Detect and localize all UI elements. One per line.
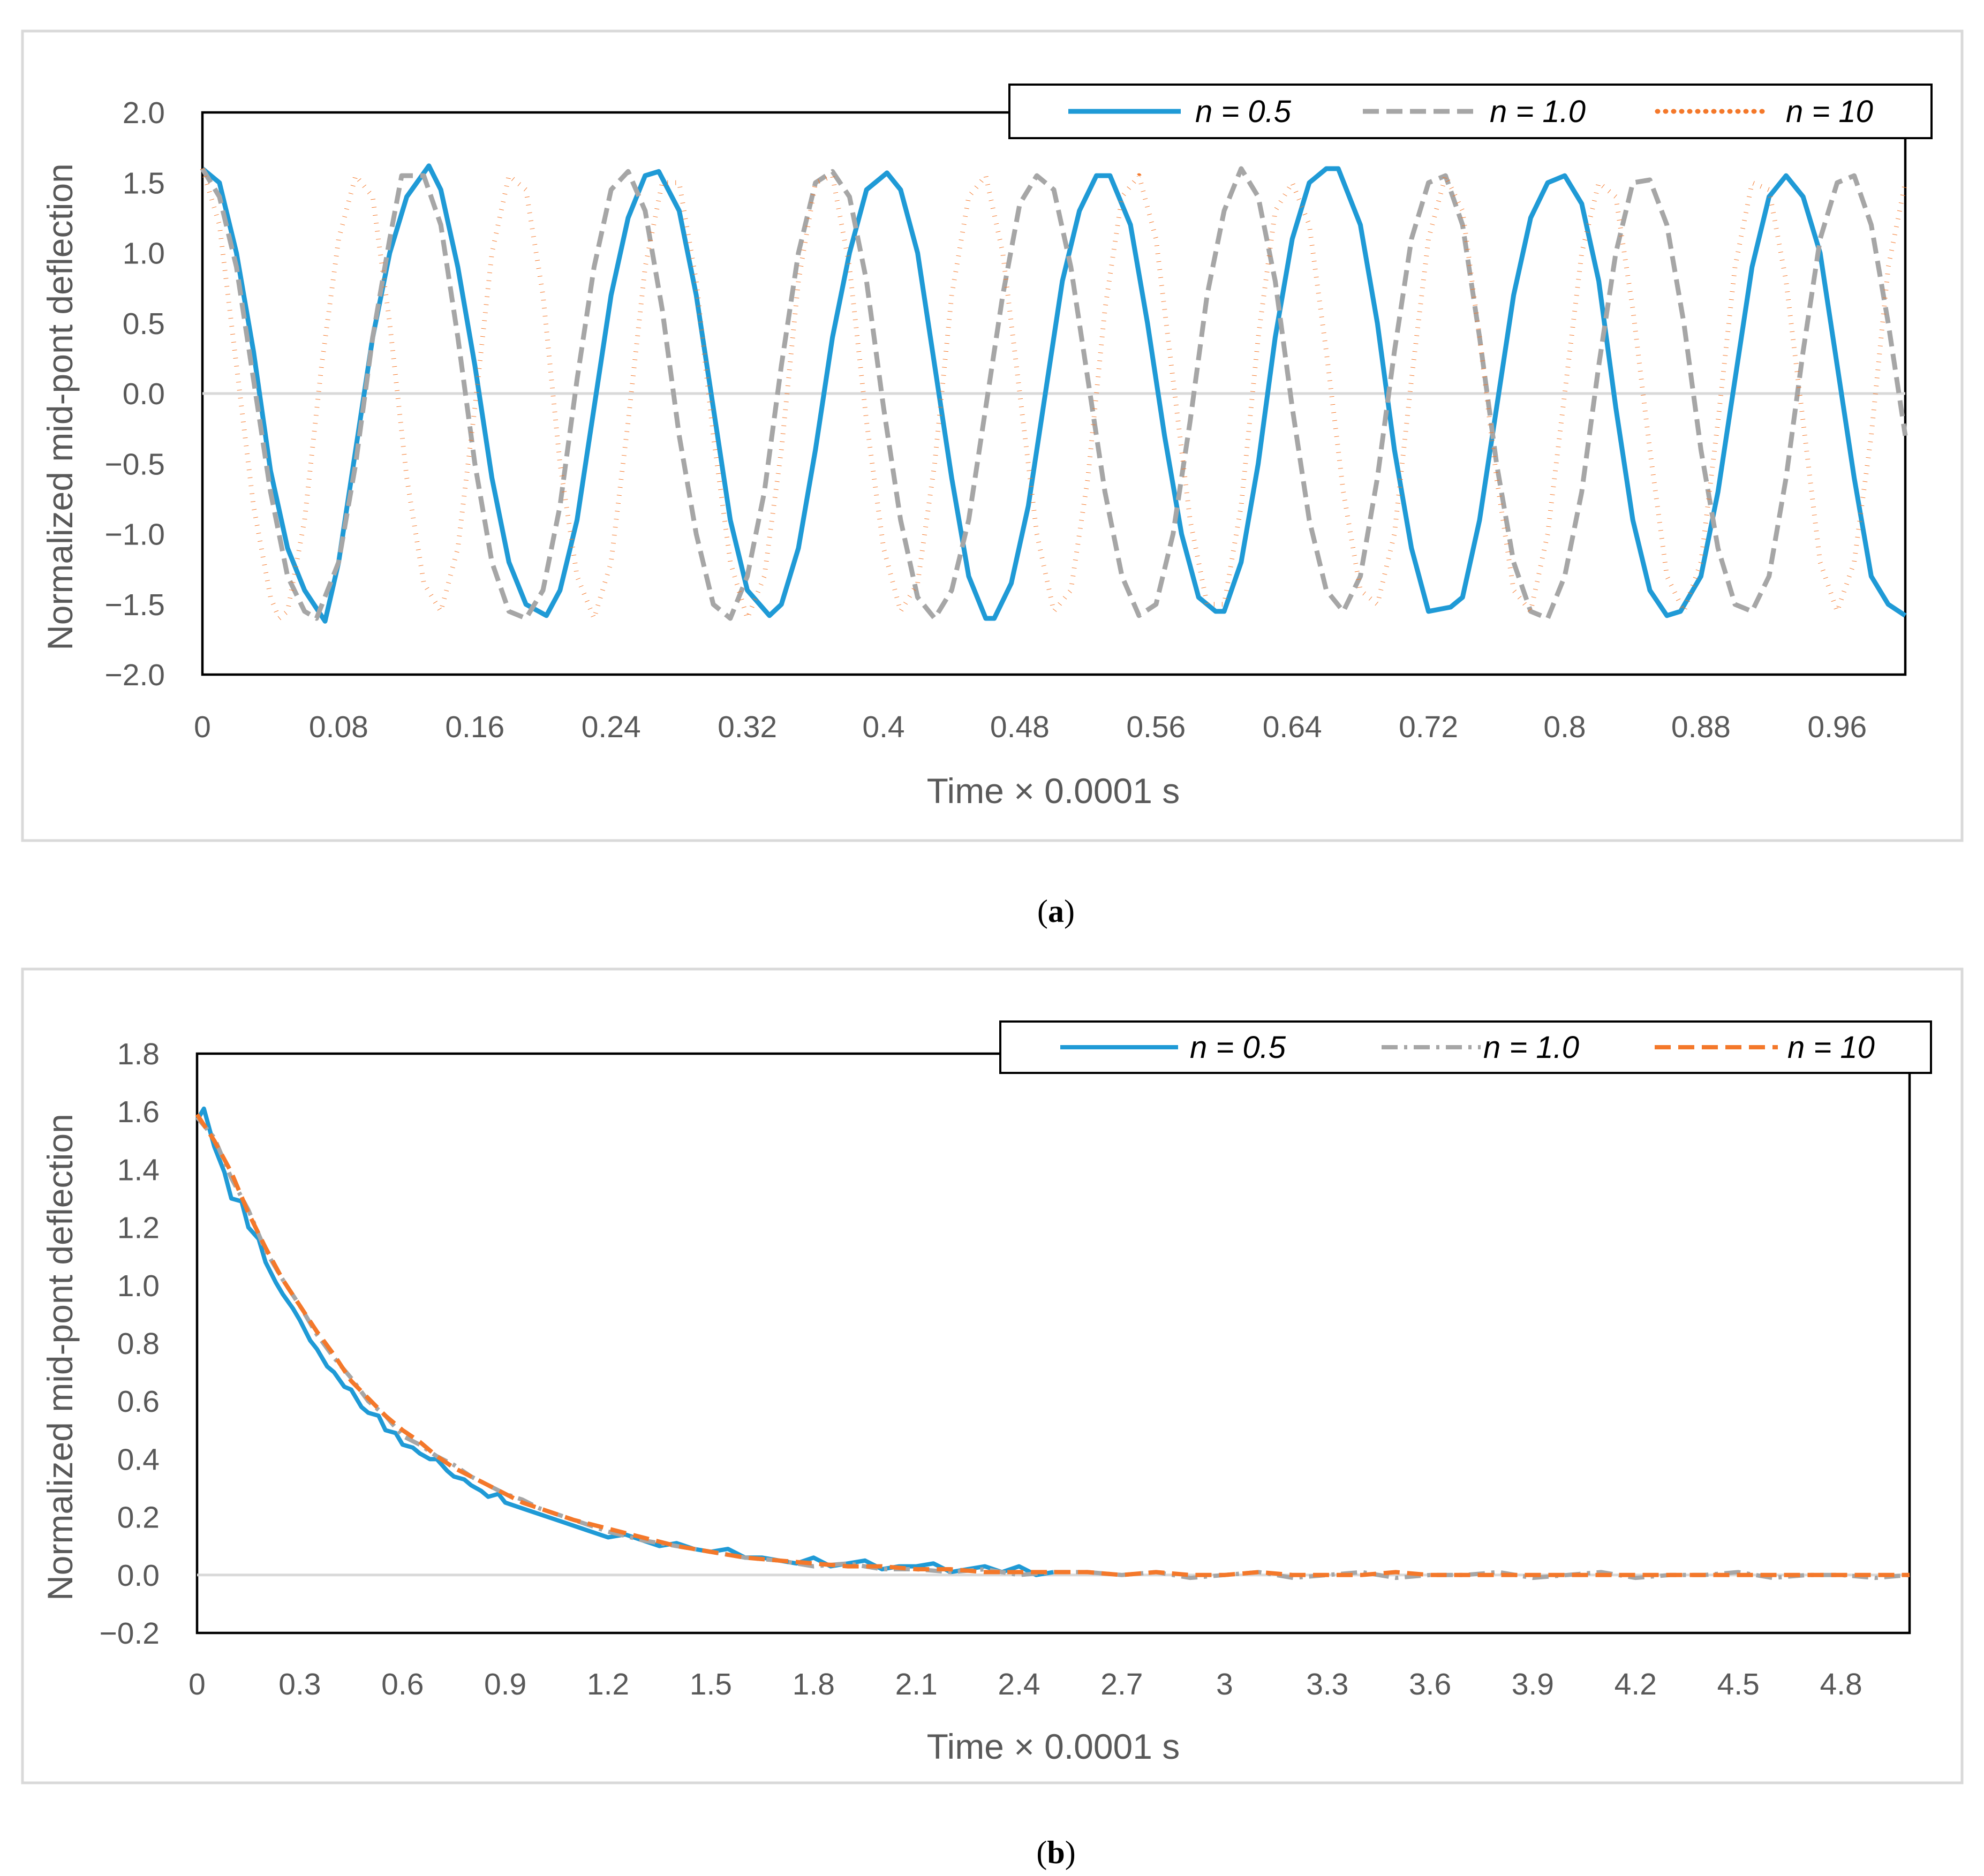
- y-tick-labels: 2.0 1.5 1.0 0.5 0.0 −0.5 −1.0 −1.5 −2.0: [104, 96, 165, 692]
- x-tick-labels: 0 0.08 0.16 0.24 0.32 0.4 0.48 0.56 0.64 0.72 0.8 0…: [194, 710, 1867, 744]
- y-tick-label: 0.0: [123, 377, 165, 411]
- y-tick-label: 1.0: [123, 237, 165, 271]
- y-tick-label: −2.0: [104, 658, 165, 692]
- y-tick-label: 0.2: [117, 1501, 160, 1535]
- x-tick-label: 0.6: [381, 1667, 424, 1701]
- x-tick-label: 0: [188, 1667, 206, 1701]
- panel-b-caption: (b): [1036, 1835, 1075, 1870]
- series-line-n-1-0: [200, 166, 1908, 621]
- y-axis-title: Normalized mid-pont deflection: [40, 1114, 80, 1601]
- series-line-n-0-5: [201, 163, 1907, 624]
- x-tick-label: 0.16: [445, 710, 504, 744]
- y-tick-label: 1.2: [117, 1211, 160, 1245]
- y-tick-label: −1.0: [104, 518, 165, 552]
- x-tick-label: 3.3: [1306, 1667, 1348, 1701]
- series-line-n-10: [195, 1113, 1910, 1577]
- x-tick-label: 0.08: [309, 710, 368, 744]
- x-axis-title: Time × 0.0001 s: [927, 1727, 1180, 1766]
- y-tick-label: −0.2: [99, 1616, 160, 1651]
- y-tick-label: 0.4: [117, 1442, 160, 1477]
- panel-a-label: a: [1048, 894, 1064, 929]
- y-tick-label: 0.8: [117, 1327, 160, 1361]
- x-tick-label: 0.32: [718, 710, 777, 744]
- x-tick-label: 0.64: [1263, 710, 1322, 744]
- x-tick-label: 0.48: [990, 710, 1050, 744]
- y-tick-label: 1.8: [117, 1037, 160, 1071]
- panel-a-caption: (a): [1037, 894, 1075, 929]
- legend-label-n-0-5: n = 0.5: [1190, 1030, 1286, 1065]
- x-tick-label: 0: [194, 710, 211, 744]
- x-tick-label: 1.2: [587, 1667, 629, 1701]
- y-axis-title: Normalized mid-pont deflection: [40, 163, 80, 650]
- legend-label-n-1-0: n = 1.0: [1490, 94, 1586, 129]
- y-tick-label: 1.4: [117, 1153, 160, 1187]
- series-group: [195, 1106, 1910, 1580]
- legend: n = 0.5 n = 1.0 n = 10: [1008, 84, 1933, 139]
- chart-panel-b: 1.81.61.41.21.00.80.60.40.20.0−0.2 0 0.3 0…: [21, 967, 1964, 1784]
- legend-label-n-10: n = 10: [1787, 1030, 1875, 1065]
- legend-label-n-10: n = 10: [1786, 94, 1873, 129]
- x-tick-label: 4.2: [1615, 1667, 1657, 1701]
- x-tick-label: 1.8: [793, 1667, 835, 1701]
- x-tick-label: 0.8: [1543, 710, 1586, 744]
- panel-b-label: b: [1047, 1835, 1065, 1870]
- x-tick-labels: 0 0.3 0.6 0.9 1.2 1.5 1.8 2.1 2.4 2.7 3 3.3 3.6 3.9 4.…: [188, 1667, 1862, 1701]
- y-tick-label: −1.5: [104, 588, 165, 622]
- y-tick-label: 1.6: [117, 1095, 160, 1129]
- y-tick-label: 1.0: [117, 1269, 160, 1303]
- y-tick-label: 2.0: [123, 96, 165, 130]
- x-axis-title: Time × 0.0001 s: [927, 771, 1180, 811]
- x-tick-label: 0.24: [582, 710, 641, 744]
- x-tick-label: 1.5: [690, 1667, 732, 1701]
- x-tick-label: 3.6: [1409, 1667, 1451, 1701]
- y-tick-label: −0.5: [104, 447, 165, 481]
- plot-area: [195, 1052, 1911, 1635]
- x-tick-label: 3.9: [1512, 1667, 1554, 1701]
- y-tick-labels: 1.8 1.6 1.4 1.2 1.0 0.8 0.6 0.4 0.2 0.0 −0.2: [99, 1037, 160, 1651]
- y-tick-label: 0.0: [117, 1559, 160, 1593]
- series-line-n-0-5: [195, 1106, 1054, 1577]
- legend-label-n-0-5: n = 0.5: [1195, 94, 1292, 129]
- chart-panel-a: 2.0 1.5 1.0 0.5 0.0 −0.5 −1.0 −1.5 −2.0 0 0.08 0.1…: [21, 29, 1964, 842]
- x-tick-label: 0.4: [862, 710, 904, 744]
- x-tick-label: 2.7: [1100, 1667, 1143, 1701]
- legend: n = 0.5 n = 1.0 n = 10: [999, 1020, 1932, 1074]
- x-tick-label: 0.88: [1671, 710, 1731, 744]
- x-tick-label: 4.8: [1820, 1667, 1862, 1701]
- x-tick-label: 0.9: [484, 1667, 526, 1701]
- x-tick-label: 0.3: [278, 1667, 321, 1701]
- x-tick-label: 0.72: [1399, 710, 1458, 744]
- x-tick-label: 2.1: [895, 1667, 938, 1701]
- x-tick-label: 0.56: [1126, 710, 1186, 744]
- x-tick-label: 3: [1216, 1667, 1233, 1701]
- y-tick-label: 0.6: [117, 1385, 160, 1419]
- x-tick-label: 0.96: [1807, 710, 1867, 744]
- legend-label-n-1-0: n = 1.0: [1483, 1030, 1579, 1065]
- x-tick-label: 4.5: [1717, 1667, 1760, 1701]
- series-group: [200, 163, 1908, 624]
- x-tick-label: 2.4: [998, 1667, 1040, 1701]
- y-tick-label: 0.5: [123, 307, 165, 341]
- y-tick-label: 1.5: [123, 166, 165, 200]
